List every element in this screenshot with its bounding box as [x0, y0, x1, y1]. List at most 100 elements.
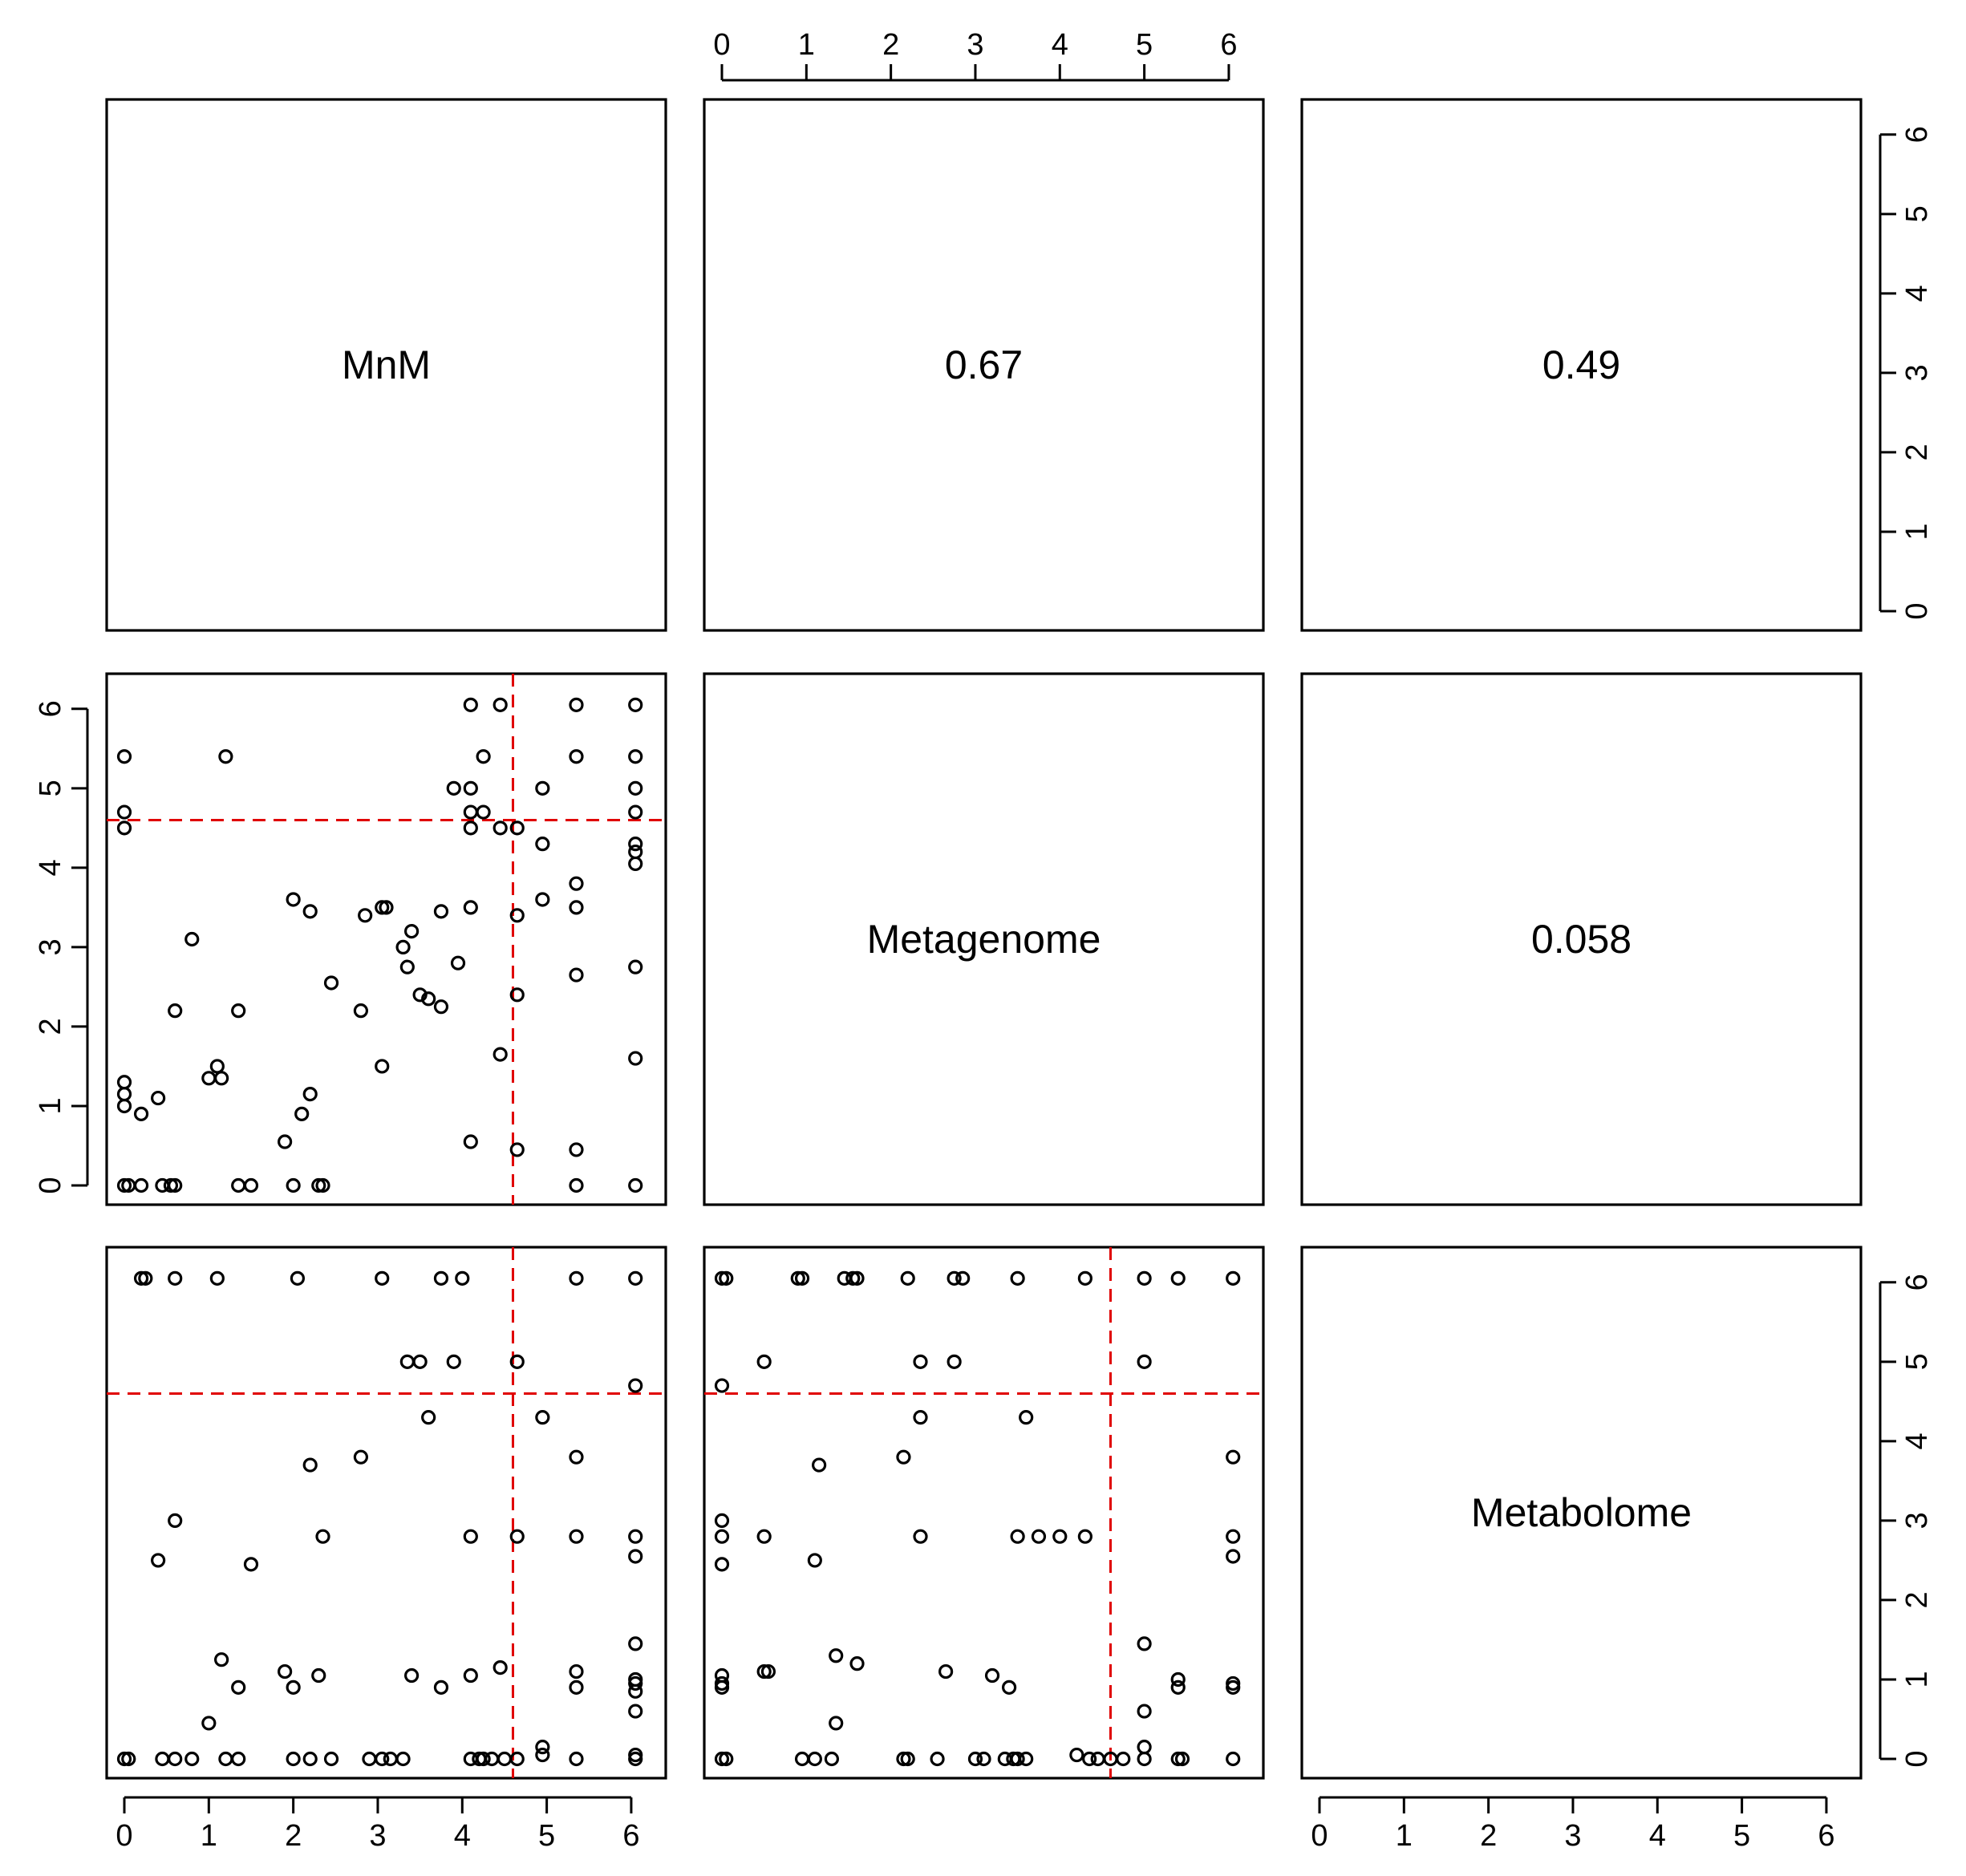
data-point	[375, 1751, 390, 1767]
data-point	[1226, 1679, 1241, 1695]
data-point	[433, 1679, 449, 1695]
data-point	[358, 908, 373, 923]
data-point	[947, 1270, 962, 1286]
data-point	[1010, 1751, 1025, 1767]
data-point	[794, 1270, 810, 1286]
data-point	[569, 1679, 584, 1695]
tick-label: 2	[882, 28, 899, 62]
axis-right-mnm: 0 1 2 3 4 5 6	[1879, 126, 1934, 620]
tick-label: 4	[1649, 1819, 1666, 1853]
data-point	[628, 1684, 643, 1699]
data-point	[476, 749, 491, 764]
data-point	[1170, 1671, 1186, 1688]
data-point	[628, 780, 643, 796]
data-point	[375, 900, 390, 915]
data-point	[896, 1449, 911, 1465]
data-point	[184, 1751, 200, 1767]
data-point	[412, 987, 428, 1003]
data-point	[286, 1177, 301, 1193]
data-point	[243, 1177, 259, 1193]
data-point	[463, 1529, 478, 1544]
data-point	[168, 1270, 183, 1286]
tick-label: 1	[1900, 523, 1934, 540]
data-point	[399, 959, 415, 974]
data-point	[714, 1270, 730, 1286]
data-point	[535, 837, 550, 852]
variable-label: Metabolome	[1471, 1490, 1692, 1535]
data-point	[569, 1270, 584, 1286]
data-point	[807, 1553, 822, 1568]
data-point	[628, 837, 643, 852]
data-point	[535, 892, 550, 907]
data-point	[433, 999, 449, 1015]
tick-label: 5	[1900, 205, 1934, 222]
data-point	[1226, 1270, 1241, 1286]
data-point	[714, 1513, 730, 1529]
variable-label: MnM	[342, 342, 431, 387]
tick-label: 3	[1900, 364, 1934, 381]
data-point	[133, 1270, 149, 1286]
data-point	[433, 1270, 449, 1286]
data-point	[493, 1660, 508, 1675]
data-point	[497, 1751, 513, 1767]
data-point	[121, 1751, 136, 1767]
tick-label: 6	[1900, 126, 1934, 143]
tick-label: 3	[1564, 1819, 1581, 1853]
data-point	[116, 820, 132, 836]
tick-label: 4	[34, 859, 67, 876]
data-point	[790, 1270, 805, 1286]
tick-label: 0	[713, 28, 730, 62]
data-point	[1137, 1636, 1152, 1651]
data-point	[302, 1087, 318, 1102]
panel-frame-r1-c1	[703, 672, 1265, 1206]
data-point	[362, 1751, 377, 1767]
data-point	[323, 975, 339, 991]
data-point	[1010, 1529, 1025, 1544]
data-point	[845, 1270, 861, 1286]
data-point	[209, 1059, 225, 1074]
data-point	[1226, 1549, 1241, 1564]
data-point	[463, 804, 478, 820]
data-point	[476, 804, 491, 820]
data-point	[719, 1270, 734, 1286]
tick-label: 4	[1900, 285, 1934, 302]
data-point	[1226, 1449, 1241, 1465]
data-point	[1077, 1529, 1092, 1544]
data-point	[509, 820, 525, 836]
panel-frame-r0-c2	[1300, 98, 1863, 632]
data-point	[209, 1270, 225, 1286]
tick-label: 4	[1900, 1432, 1934, 1449]
data-point	[794, 1751, 810, 1767]
data-point	[214, 1652, 229, 1667]
data-point	[311, 1177, 326, 1193]
data-point	[628, 1704, 643, 1719]
data-point	[311, 1667, 326, 1684]
panel-frame-r0-c1	[703, 98, 1265, 632]
data-point	[900, 1751, 915, 1767]
data-point	[201, 1716, 217, 1731]
data-point	[760, 1663, 776, 1679]
tick-label: 6	[1818, 1819, 1834, 1853]
data-point	[569, 1663, 584, 1679]
data-point	[231, 1751, 246, 1767]
data-point	[984, 1667, 1000, 1684]
data-point	[231, 1003, 246, 1019]
tick-label: 6	[1220, 28, 1237, 62]
data-point	[116, 804, 132, 820]
data-point	[168, 1751, 183, 1767]
data-point	[628, 1675, 643, 1692]
data-point	[569, 876, 584, 891]
axis-right-metabolome: 0 1 2 3 4 5 6	[1879, 1274, 1934, 1768]
data-point	[714, 1751, 730, 1767]
data-point	[1001, 1679, 1017, 1695]
data-point	[294, 1106, 310, 1121]
data-point	[116, 1098, 132, 1114]
data-point	[286, 1679, 301, 1695]
axis-bottom-metabolome: 0 1 2 3 4 5 6	[1311, 1796, 1835, 1853]
tick-label: 6	[1900, 1274, 1934, 1291]
panel-frame-r1-c2	[1300, 672, 1863, 1206]
data-point	[395, 939, 411, 955]
data-point	[756, 1354, 772, 1369]
data-point	[484, 1751, 500, 1767]
